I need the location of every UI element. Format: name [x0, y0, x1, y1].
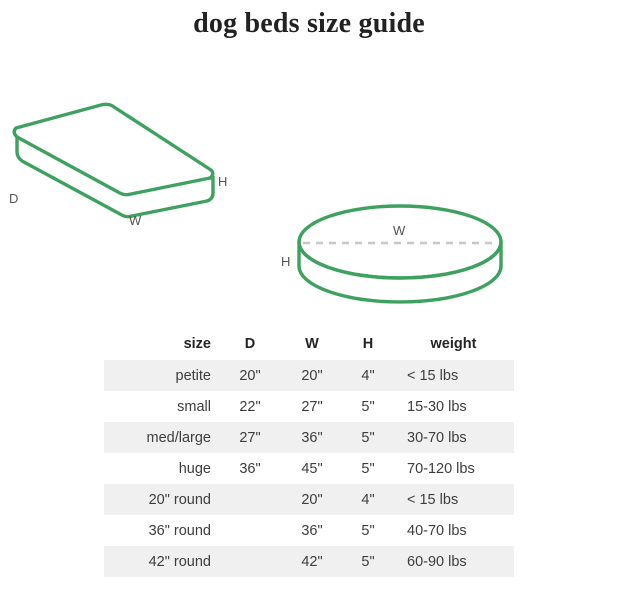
table-header: size D W H weight	[104, 328, 514, 360]
cell-h: 5"	[343, 391, 393, 422]
cell-size: med/large	[104, 422, 219, 453]
table-row: med/large 27" 36" 5" 30-70 lbs	[104, 422, 514, 453]
cell-h: 5"	[343, 453, 393, 484]
label-height-round: H	[281, 254, 290, 269]
label-depth-rect: D	[9, 191, 18, 206]
column-header-size: size	[104, 328, 219, 360]
rectangular-bed-illustration	[12, 102, 215, 219]
cell-h: 4"	[343, 360, 393, 391]
cell-weight: 60-90 lbs	[393, 546, 514, 577]
cell-d: 36"	[219, 453, 281, 484]
label-height-rect: H	[218, 174, 227, 189]
page-title: dog beds size guide	[193, 8, 425, 39]
label-width-round: W	[393, 223, 406, 238]
label-width-rect: W	[129, 213, 142, 228]
size-table-container: size D W H weight petite 20" 20" 4" < 15…	[104, 328, 514, 577]
cell-h: 5"	[343, 422, 393, 453]
table-body: petite 20" 20" 4" < 15 lbs small 22" 27"…	[104, 360, 514, 577]
cell-w: 27"	[281, 391, 343, 422]
cell-weight: 30-70 lbs	[393, 422, 514, 453]
table-row: petite 20" 20" 4" < 15 lbs	[104, 360, 514, 391]
cell-size: 36" round	[104, 515, 219, 546]
table-row: huge 36" 45" 5" 70-120 lbs	[104, 453, 514, 484]
cell-size: petite	[104, 360, 219, 391]
cell-d	[219, 546, 281, 577]
cell-h: 5"	[343, 546, 393, 577]
size-guide-table: size D W H weight petite 20" 20" 4" < 15…	[104, 328, 514, 577]
column-header-h: H	[343, 328, 393, 360]
cell-h: 5"	[343, 515, 393, 546]
bed-diagram-svg: D W H W H	[9, 102, 503, 304]
cell-weight: 15-30 lbs	[393, 391, 514, 422]
cell-size: 20" round	[104, 484, 219, 515]
cell-weight: < 15 lbs	[393, 484, 514, 515]
table-row: 36" round 36" 5" 40-70 lbs	[104, 515, 514, 546]
table-header-row: size D W H weight	[104, 328, 514, 360]
table-row: small 22" 27" 5" 15-30 lbs	[104, 391, 514, 422]
cell-weight: < 15 lbs	[393, 360, 514, 391]
column-header-weight: weight	[393, 328, 514, 360]
column-header-w: W	[281, 328, 343, 360]
cell-d: 27"	[219, 422, 281, 453]
cell-h: 4"	[343, 484, 393, 515]
cell-w: 20"	[281, 360, 343, 391]
cell-w: 20"	[281, 484, 343, 515]
table-row: 42" round 42" 5" 60-90 lbs	[104, 546, 514, 577]
cell-weight: 70-120 lbs	[393, 453, 514, 484]
cell-size: 42" round	[104, 546, 219, 577]
cell-size: huge	[104, 453, 219, 484]
cell-w: 36"	[281, 515, 343, 546]
cell-d	[219, 515, 281, 546]
cell-d: 20"	[219, 360, 281, 391]
column-header-d: D	[219, 328, 281, 360]
round-bed-illustration	[297, 204, 503, 304]
cell-weight: 40-70 lbs	[393, 515, 514, 546]
cell-d: 22"	[219, 391, 281, 422]
cell-d	[219, 484, 281, 515]
size-diagram: D W H W H	[0, 80, 618, 320]
cell-w: 42"	[281, 546, 343, 577]
cell-size: small	[104, 391, 219, 422]
table-row: 20" round 20" 4" < 15 lbs	[104, 484, 514, 515]
cell-w: 36"	[281, 422, 343, 453]
cell-w: 45"	[281, 453, 343, 484]
